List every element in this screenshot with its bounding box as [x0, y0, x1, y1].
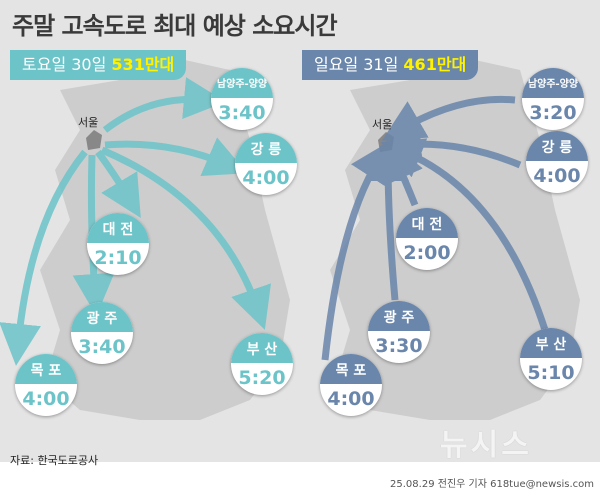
credit: 25.08.29 전진우 기자 618tue@newsis.com — [390, 479, 594, 490]
saturday-route-circle: 부 산 5:20 — [231, 333, 293, 395]
page-title: 주말 고속도로 최대 예상 소요시간 — [12, 12, 338, 40]
sunday-header: 일요일 31일 461만대 — [302, 50, 479, 80]
route-time: 5:10 — [527, 362, 575, 384]
saturday-header: 토요일 30일 531만대 — [10, 50, 187, 80]
saturday-route-circle: 대 전 2:10 — [87, 213, 149, 275]
route-time: 2:10 — [94, 247, 142, 269]
sunday-route-circle: 목 포 4:00 — [320, 354, 382, 416]
saturday-arrows — [0, 77, 271, 366]
sunday-route-circle: 강 릉 4:00 — [526, 131, 588, 193]
saturday-traffic: 531만대 — [111, 55, 175, 74]
saturday-day: 토요일 30일 — [22, 55, 107, 74]
route-time: 5:20 — [238, 367, 286, 389]
sunday-route-circle: 광 주 3:30 — [368, 301, 430, 363]
seoul-marker-sat — [86, 130, 102, 150]
route-time: 2:00 — [403, 242, 451, 264]
saturday-route-circle: 광 주 3:40 — [71, 302, 133, 364]
seoul-label-sat: 서울 — [78, 116, 99, 129]
sunday-arrows — [321, 95, 549, 361]
saturday-route-circle: 남양주-양양 3:40 — [211, 68, 273, 130]
route-time: 3:20 — [529, 102, 577, 124]
newsis-logo: 뉴시스 — [440, 428, 532, 463]
route-time: 4:00 — [242, 167, 290, 189]
sunday-route-circle: 부 산 5:10 — [520, 328, 582, 390]
saturday-route-circle: 강 릉 4:00 — [235, 133, 297, 195]
sunday-traffic: 461만대 — [403, 55, 467, 74]
source: 자료: 한국도로공사 — [10, 454, 99, 467]
route-time: 4:00 — [22, 388, 70, 410]
sunday-route-circle: 남양주-양양 3:20 — [522, 68, 584, 130]
seoul-label-sun: 서울 — [372, 118, 393, 131]
route-time: 3:40 — [78, 336, 126, 358]
route-time: 4:00 — [327, 388, 375, 410]
route-time: 3:40 — [218, 102, 266, 124]
sunday-route-circle: 대 전 2:00 — [396, 208, 458, 270]
route-time: 4:00 — [533, 165, 581, 187]
route-time: 3:30 — [375, 335, 423, 357]
sunday-day: 일요일 31일 — [314, 55, 399, 74]
saturday-route-circle: 목 포 4:00 — [15, 354, 77, 416]
